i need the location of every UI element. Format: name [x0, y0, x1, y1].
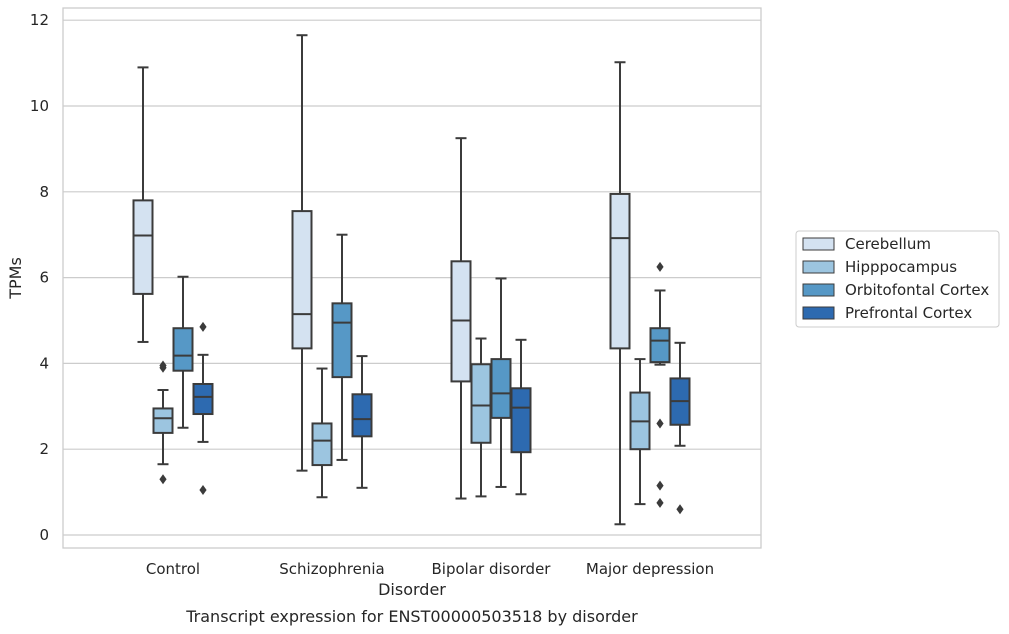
legend: Cerebellum Hipppocampus Orbitofontal Corte…	[795, 230, 1000, 328]
outlier-point	[159, 360, 167, 371]
box-2-2	[311, 367, 333, 499]
y-tick-label: 12	[30, 11, 49, 29]
box-4-4	[669, 341, 691, 515]
outlier-point	[656, 497, 664, 508]
box-3-1	[172, 275, 194, 429]
x-axis-title: Disorder	[378, 580, 446, 599]
box-iqr	[331, 302, 353, 379]
box-iqr	[351, 393, 373, 438]
legend-swatch	[802, 260, 835, 274]
box-1-3	[450, 137, 472, 500]
box-iqr	[490, 358, 512, 419]
box-2-1	[152, 360, 174, 485]
chart-title: Transcript expression for ENST0000050351…	[185, 607, 638, 626]
legend-swatch	[802, 306, 835, 320]
box-iqr	[152, 407, 174, 434]
x-tick-label: Bipolar disorder	[432, 560, 552, 578]
box-4-2	[351, 355, 373, 489]
outlier-point	[199, 321, 207, 332]
legend-frame	[795, 230, 1000, 328]
outlier-point	[656, 261, 664, 272]
box-2-3	[470, 337, 492, 498]
box-1-2	[291, 34, 313, 472]
y-tick-label: 0	[39, 526, 49, 544]
box-iqr	[172, 327, 194, 372]
box-iqr	[311, 422, 333, 467]
box-iqr	[470, 363, 492, 444]
box-iqr	[132, 199, 154, 295]
y-axis-ticks: 0 2 4 6 8 10 12	[30, 11, 49, 544]
outlier-point	[159, 474, 167, 485]
y-tick-label: 8	[39, 183, 49, 201]
box-iqr	[291, 210, 313, 350]
boxes	[132, 34, 691, 526]
box-3-2	[331, 233, 353, 461]
legend-swatch	[802, 237, 835, 251]
legend-label: Orbitofontal Cortex	[845, 281, 989, 299]
box-3-3	[490, 277, 512, 488]
legend-label: Prefrontal Cortex	[845, 304, 972, 322]
x-tick-label: Control	[146, 560, 200, 578]
legend-label: Hipppocampus	[845, 258, 957, 276]
box-iqr	[510, 387, 532, 454]
legend-label: Cerebellum	[845, 235, 931, 253]
box-iqr	[192, 382, 214, 416]
y-tick-label: 4	[39, 354, 49, 372]
y-axis-title: TPMs	[6, 257, 25, 300]
box-1-4	[609, 61, 631, 526]
box-2-4	[629, 358, 651, 506]
grid-lines	[63, 19, 761, 536]
x-tick-label: Schizophrenia	[279, 560, 384, 578]
y-tick-label: 2	[39, 440, 49, 458]
outlier-point	[199, 484, 207, 495]
y-tick-label: 6	[39, 269, 49, 287]
outlier-point	[656, 418, 664, 429]
box-4-1	[192, 321, 214, 495]
box-iqr	[609, 192, 631, 350]
box-4-3	[510, 338, 532, 496]
plot-area-frame	[62, 7, 762, 549]
outlier-point	[676, 504, 684, 515]
box-iqr	[649, 327, 671, 364]
box-3-4	[649, 261, 671, 508]
outlier-point	[656, 480, 664, 491]
box-1-1	[132, 66, 154, 343]
y-tick-label: 10	[30, 97, 49, 115]
legend-swatch	[802, 283, 835, 297]
x-tick-label: Major depression	[586, 560, 714, 578]
x-axis-ticks: Control Schizophrenia Bipolar disorder Majo…	[146, 560, 714, 578]
